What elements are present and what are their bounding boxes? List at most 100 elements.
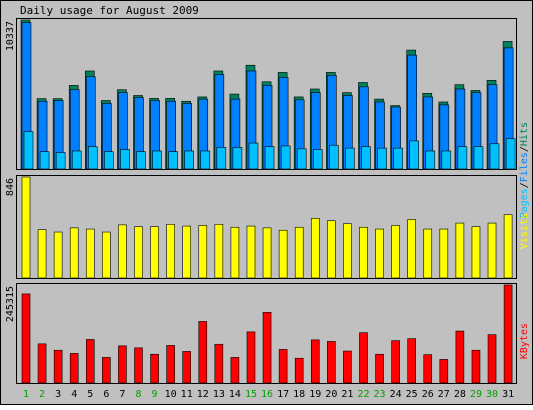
pages-bar	[184, 150, 194, 170]
visits-bar	[310, 218, 320, 279]
kbytes-bar	[487, 334, 497, 384]
pages-bar	[200, 150, 211, 170]
visits-bar	[375, 228, 384, 279]
visits-bar	[85, 228, 95, 279]
day-labels: 1 2 3 4 5 6 7 8 9 10 11 12 13 14 15 16 17 18 19 20 21 22 23 24 2…	[23, 389, 514, 400]
axis-title-separator: /	[519, 146, 530, 152]
visits-bar	[439, 228, 449, 279]
day-label: 1	[23, 389, 29, 400]
day-label: 14	[229, 389, 241, 400]
kbytes-bar	[214, 343, 224, 384]
pages-bar	[457, 146, 468, 170]
visits-bar	[407, 219, 416, 279]
pages-bar	[152, 150, 162, 170]
kbytes-bar	[246, 331, 256, 384]
kbytes-bar	[375, 353, 384, 384]
kbytes-bar	[294, 357, 304, 384]
day-label: 11	[181, 389, 193, 400]
visits-bar	[246, 225, 256, 279]
day-label: 27	[438, 389, 450, 400]
pages-bar	[104, 151, 114, 170]
pages-bar	[23, 131, 34, 170]
visits-bar	[198, 225, 208, 279]
kbytes-ymax-label: 245315	[5, 286, 16, 322]
visits-bar	[166, 223, 175, 279]
pages-bar	[264, 146, 275, 170]
hits-axis-title: Pages/Files/Hits	[519, 122, 530, 218]
day-label: 6	[103, 389, 109, 400]
pages-bar	[393, 147, 403, 170]
pages-bar	[71, 150, 82, 170]
day-label: 30	[486, 389, 498, 400]
day-label: 2	[39, 389, 45, 400]
pages-bar	[489, 143, 500, 170]
day-label: 22	[357, 389, 369, 400]
kbytes-bar	[53, 349, 63, 384]
pages-bar	[280, 145, 291, 170]
visits-bar	[21, 176, 31, 279]
day-label: 24	[390, 389, 402, 400]
kbytes-bar	[439, 359, 449, 384]
day-label: 17	[277, 389, 289, 400]
visits-bar	[118, 224, 127, 279]
day-label: 4	[71, 389, 77, 400]
kbytes-bar	[182, 351, 191, 384]
kbytes-bar	[166, 345, 175, 384]
day-label: 21	[341, 389, 353, 400]
pages-bar	[441, 150, 452, 170]
visits-bar	[294, 226, 304, 279]
day-label: 3	[55, 389, 61, 400]
day-label: 18	[293, 389, 305, 400]
kbytes-bar	[503, 284, 513, 384]
visits-bar	[53, 231, 63, 279]
kbytes-bar	[455, 330, 465, 384]
axis-title-separator: /	[519, 182, 530, 188]
hits-ymax-label: 10337	[5, 21, 16, 51]
day-label: 7	[119, 389, 125, 400]
pages-bar	[345, 147, 355, 170]
pages-bar	[312, 149, 323, 170]
axis-title-hits: Hits	[519, 122, 530, 146]
pages-bar	[136, 151, 146, 170]
kbytes-bar	[21, 293, 31, 384]
day-label: 23	[374, 389, 386, 400]
kbytes-bar	[407, 338, 416, 384]
day-label: 20	[325, 389, 337, 400]
kbytes-bar	[134, 347, 143, 384]
visits-bar	[423, 228, 433, 279]
visits-bar	[262, 227, 272, 279]
day-label: 16	[261, 389, 273, 400]
visits-bar	[327, 220, 336, 279]
day-label: 8	[135, 389, 141, 400]
pages-bar	[87, 146, 98, 170]
kbytes-bar	[310, 339, 320, 384]
visits-panel: 846 Visits	[5, 175, 530, 279]
visits-bar	[343, 223, 352, 279]
pages-bar	[473, 146, 484, 170]
kbytes-bar	[37, 343, 47, 384]
hits-files-pages-panel: 10337 Pages/Files/Hits	[5, 18, 530, 218]
kbytes-bar	[69, 353, 79, 384]
kbytes-bar	[85, 339, 95, 384]
kbytes-bar	[118, 345, 127, 384]
pages-bar	[425, 150, 436, 170]
kbytes-bar	[343, 350, 352, 384]
pages-bar	[120, 149, 130, 170]
visits-bar	[182, 225, 191, 279]
day-label: 31	[502, 389, 514, 400]
kbytes-bar	[359, 332, 368, 384]
kbytes-bar	[198, 321, 208, 384]
axis-title-files: Files	[519, 152, 530, 182]
day-label: 13	[213, 389, 225, 400]
kbytes-bar	[471, 349, 481, 384]
hits-panel-frame	[16, 18, 517, 170]
kbytes-panel-frame	[16, 283, 517, 384]
pages-bar	[296, 148, 307, 170]
day-label: 5	[87, 389, 93, 400]
pages-bar	[361, 146, 371, 170]
visits-bar	[503, 214, 513, 279]
visits-bar	[487, 222, 497, 279]
visits-bar	[278, 229, 288, 279]
kbytes-bar	[278, 349, 288, 384]
